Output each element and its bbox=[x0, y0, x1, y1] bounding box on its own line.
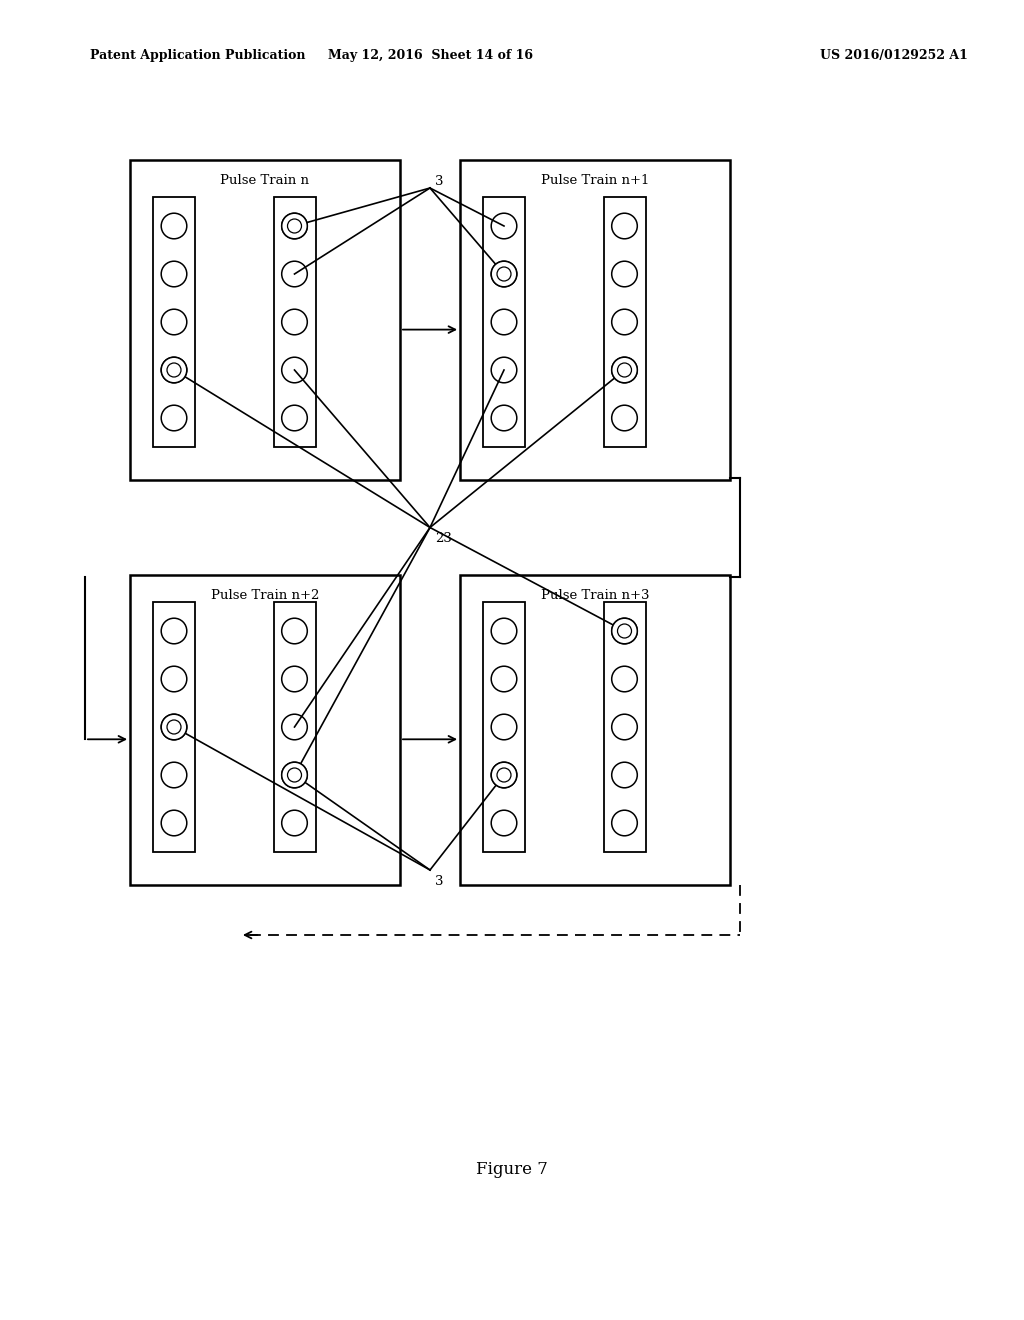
Circle shape bbox=[167, 363, 181, 378]
Circle shape bbox=[492, 762, 517, 788]
Circle shape bbox=[611, 358, 637, 383]
Circle shape bbox=[282, 714, 307, 739]
Bar bbox=[603, 197, 645, 447]
Circle shape bbox=[492, 261, 517, 286]
Bar bbox=[483, 602, 525, 851]
Circle shape bbox=[161, 405, 186, 430]
Circle shape bbox=[161, 358, 186, 383]
Circle shape bbox=[161, 667, 186, 692]
Circle shape bbox=[282, 762, 307, 788]
Circle shape bbox=[492, 762, 517, 788]
Circle shape bbox=[611, 618, 637, 644]
Circle shape bbox=[282, 261, 307, 286]
Circle shape bbox=[161, 762, 186, 788]
Circle shape bbox=[611, 405, 637, 430]
Bar bbox=[483, 197, 525, 447]
Circle shape bbox=[492, 358, 517, 383]
Circle shape bbox=[492, 309, 517, 335]
Circle shape bbox=[282, 810, 307, 836]
Circle shape bbox=[161, 810, 186, 836]
Circle shape bbox=[497, 267, 511, 281]
Circle shape bbox=[282, 667, 307, 692]
Circle shape bbox=[161, 618, 186, 644]
Circle shape bbox=[492, 261, 517, 286]
Circle shape bbox=[492, 405, 517, 430]
Circle shape bbox=[161, 214, 186, 239]
Circle shape bbox=[611, 214, 637, 239]
Circle shape bbox=[611, 358, 637, 383]
Circle shape bbox=[611, 667, 637, 692]
Bar bbox=[273, 602, 315, 851]
Text: Figure 7: Figure 7 bbox=[476, 1162, 548, 1179]
Circle shape bbox=[282, 309, 307, 335]
Circle shape bbox=[497, 768, 511, 781]
Circle shape bbox=[282, 618, 307, 644]
Text: 3: 3 bbox=[435, 176, 443, 187]
Circle shape bbox=[492, 667, 517, 692]
Circle shape bbox=[611, 309, 637, 335]
Circle shape bbox=[282, 405, 307, 430]
Circle shape bbox=[492, 810, 517, 836]
Text: US 2016/0129252 A1: US 2016/0129252 A1 bbox=[820, 49, 968, 62]
Circle shape bbox=[611, 618, 637, 644]
Circle shape bbox=[611, 810, 637, 836]
Bar bbox=[130, 576, 400, 884]
Circle shape bbox=[282, 214, 307, 239]
Circle shape bbox=[617, 363, 632, 378]
Circle shape bbox=[611, 714, 637, 739]
Circle shape bbox=[167, 719, 181, 734]
Circle shape bbox=[492, 214, 517, 239]
Circle shape bbox=[161, 714, 186, 739]
Bar bbox=[460, 576, 730, 884]
Text: Pulse Train n+2: Pulse Train n+2 bbox=[211, 589, 319, 602]
Circle shape bbox=[611, 762, 637, 788]
Circle shape bbox=[282, 214, 307, 239]
Circle shape bbox=[282, 762, 307, 788]
Text: May 12, 2016  Sheet 14 of 16: May 12, 2016 Sheet 14 of 16 bbox=[328, 49, 532, 62]
Text: 23: 23 bbox=[435, 532, 452, 545]
Circle shape bbox=[611, 261, 637, 286]
Bar bbox=[603, 602, 645, 851]
Text: Pulse Train n+1: Pulse Train n+1 bbox=[541, 174, 649, 187]
Circle shape bbox=[161, 309, 186, 335]
Text: Patent Application Publication: Patent Application Publication bbox=[90, 49, 305, 62]
Bar bbox=[460, 160, 730, 480]
Text: Pulse Train n+3: Pulse Train n+3 bbox=[541, 589, 649, 602]
Circle shape bbox=[161, 358, 186, 383]
Circle shape bbox=[282, 358, 307, 383]
Circle shape bbox=[492, 618, 517, 644]
Text: Pulse Train n: Pulse Train n bbox=[220, 174, 309, 187]
Circle shape bbox=[288, 768, 301, 781]
Bar bbox=[130, 160, 400, 480]
Circle shape bbox=[161, 714, 186, 739]
Bar bbox=[153, 197, 195, 447]
Circle shape bbox=[161, 261, 186, 286]
Circle shape bbox=[617, 624, 632, 638]
Bar bbox=[273, 197, 315, 447]
Circle shape bbox=[492, 714, 517, 739]
Circle shape bbox=[288, 219, 301, 234]
Bar bbox=[153, 602, 195, 851]
Text: 3: 3 bbox=[435, 875, 443, 888]
